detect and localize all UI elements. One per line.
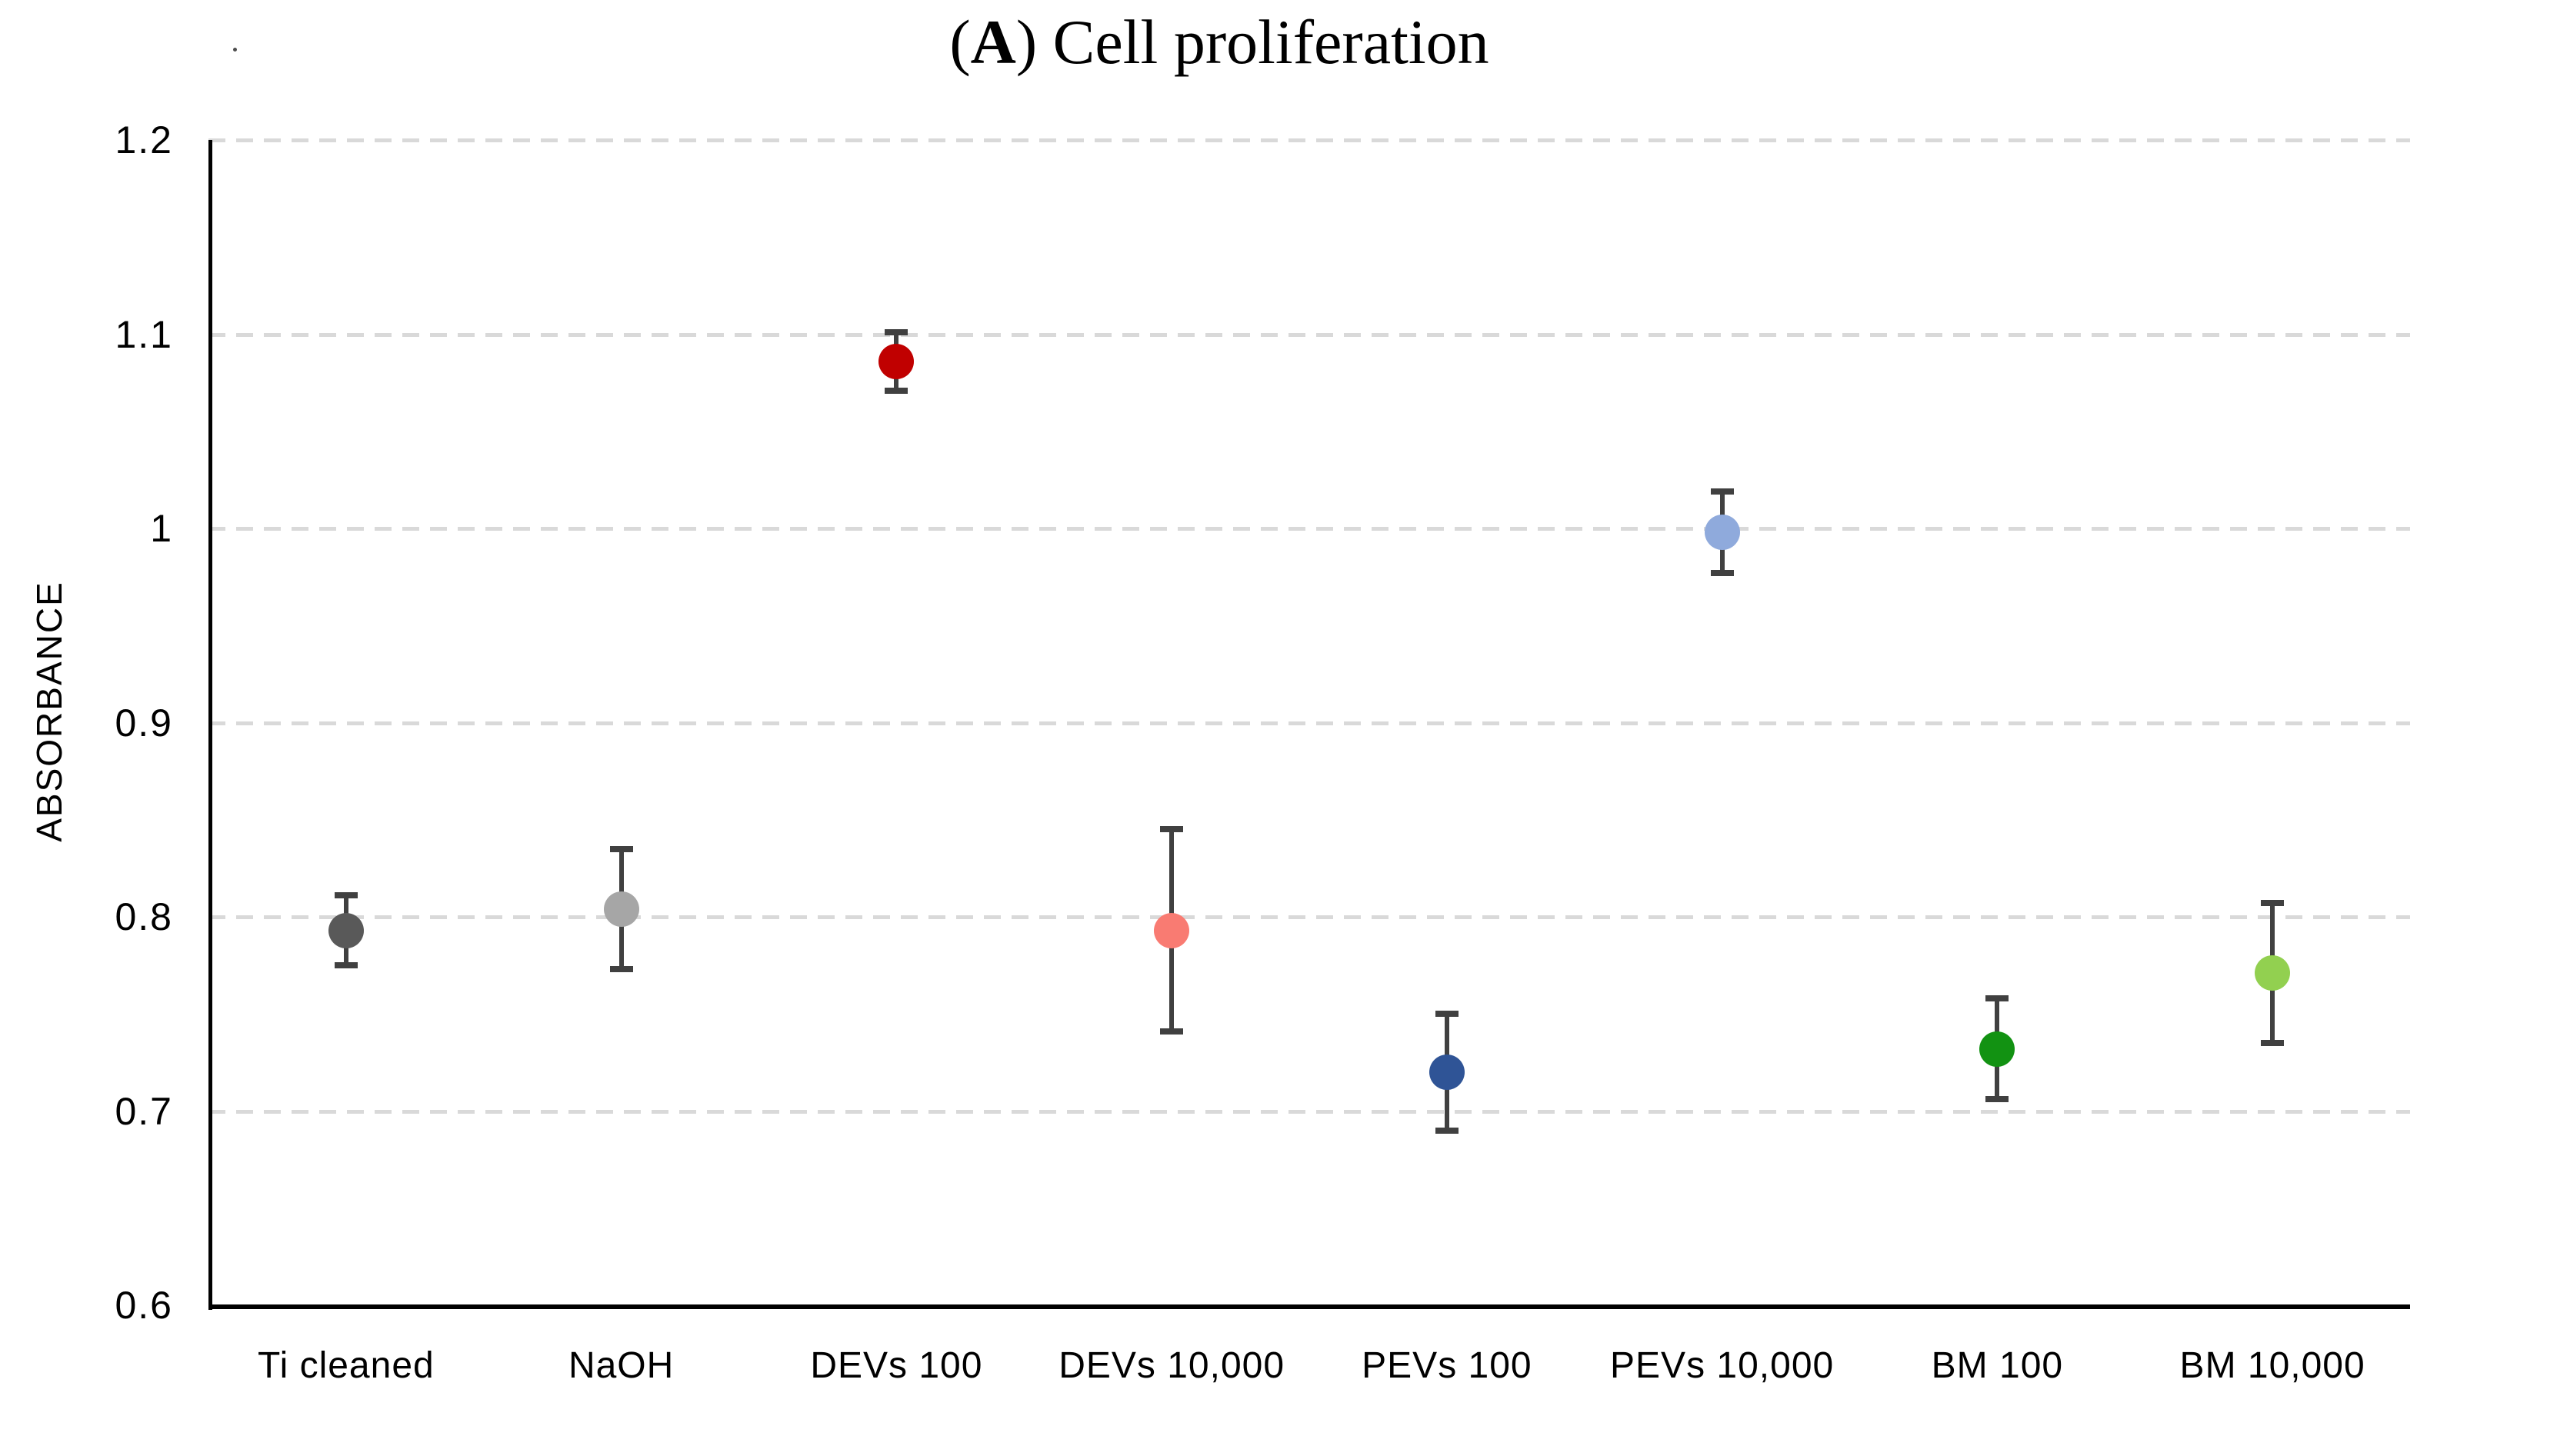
data-point-ti-cleaned bbox=[328, 912, 364, 948]
error-bar-cap-bottom-bm-10000 bbox=[2261, 1040, 2285, 1047]
y-tick-label-1.2: 1.2 bbox=[115, 118, 173, 162]
data-point-devs-100 bbox=[878, 343, 915, 379]
error-bar-cap-bottom-pevs-10000 bbox=[1710, 570, 1734, 577]
data-point-bm-100 bbox=[1979, 1031, 2015, 1067]
y-tick-label-0.7: 0.7 bbox=[115, 1089, 173, 1133]
y-tick-label-0.9: 0.9 bbox=[115, 701, 173, 745]
chart-title-paren-open: ( bbox=[949, 7, 971, 77]
error-bar-cap-bottom-pevs-100 bbox=[1435, 1127, 1459, 1134]
x-label-pevs-100: PEVs 100 bbox=[1362, 1345, 1532, 1386]
error-bar-cap-top-pevs-100 bbox=[1435, 1011, 1459, 1018]
x-axis-line bbox=[208, 1304, 2410, 1309]
error-bar-cap-top-pevs-10000 bbox=[1710, 488, 1734, 495]
error-bar-cap-bottom-bm-100 bbox=[1985, 1096, 2009, 1103]
gridline-1.1 bbox=[208, 332, 2410, 337]
gridline-0.7 bbox=[208, 1109, 2410, 1114]
x-label-naoh: NaOH bbox=[568, 1345, 675, 1386]
y-tick-label-0.6: 0.6 bbox=[115, 1284, 173, 1327]
error-bar-cap-bottom-devs-100 bbox=[885, 387, 908, 394]
y-tick-label-0.8: 0.8 bbox=[115, 895, 173, 938]
y-tick-label-1: 1 bbox=[150, 507, 173, 550]
x-label-devs-100: DEVs 100 bbox=[810, 1345, 983, 1386]
data-point-pevs-10000 bbox=[1704, 515, 1740, 551]
x-label-ti-cleaned: Ti cleaned bbox=[258, 1345, 435, 1386]
chart-title-panel-letter: A bbox=[970, 7, 1016, 77]
error-bar-cap-top-bm-100 bbox=[1985, 995, 2009, 1002]
y-tick-label-1.1: 1.1 bbox=[115, 312, 173, 356]
y-axis-line bbox=[208, 140, 212, 1310]
gridline-0.9 bbox=[208, 721, 2410, 725]
gridline-0.8 bbox=[208, 915, 2410, 919]
data-point-naoh bbox=[603, 891, 639, 927]
error-bar-cap-bottom-ti-cleaned bbox=[334, 962, 358, 969]
data-point-pevs-100 bbox=[1429, 1055, 1465, 1090]
gridline-1 bbox=[208, 527, 2410, 531]
chart-title: (A) Cell proliferation bbox=[296, 6, 2142, 78]
gridline-1.2 bbox=[208, 138, 2410, 142]
error-bar-cap-top-naoh bbox=[609, 845, 633, 852]
error-bar-cap-bottom-naoh bbox=[609, 966, 633, 973]
x-label-bm-10000: BM 10,000 bbox=[2179, 1345, 2365, 1386]
error-bar-cap-top-bm-10000 bbox=[2261, 900, 2285, 907]
stray-dot-artifact bbox=[233, 48, 237, 52]
x-label-pevs-10000: PEVs 10,000 bbox=[1610, 1345, 1835, 1386]
x-label-bm-100: BM 100 bbox=[1931, 1345, 2064, 1386]
data-point-bm-10000 bbox=[2255, 955, 2291, 991]
error-bar-cap-top-ti-cleaned bbox=[334, 892, 358, 899]
x-label-devs-10000: DEVs 10,000 bbox=[1058, 1345, 1285, 1386]
data-point-devs-10000 bbox=[1154, 912, 1190, 948]
error-bar-cap-top-devs-100 bbox=[885, 328, 908, 335]
error-bar-cap-top-devs-10000 bbox=[1160, 826, 1184, 833]
error-bar-cap-bottom-devs-10000 bbox=[1160, 1028, 1184, 1035]
chart-title-text: ) Cell proliferation bbox=[1015, 7, 1489, 77]
